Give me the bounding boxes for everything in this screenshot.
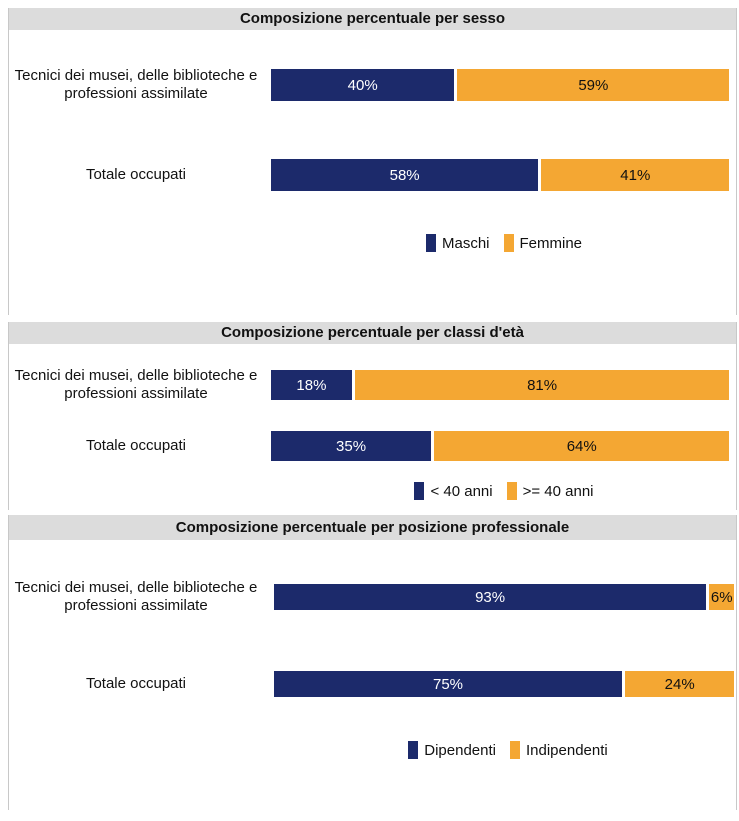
bar-segment: 93% <box>274 584 707 610</box>
category-label: Tecnici dei musei, delle biblioteche e p… <box>14 367 258 402</box>
bar-segment: 24% <box>625 671 735 697</box>
bar-segment: 64% <box>434 431 730 461</box>
bar-segment: 59% <box>457 69 730 101</box>
legend-swatch <box>509 741 520 759</box>
legend-swatch <box>425 234 436 252</box>
legend-label: >= 40 anni <box>522 482 594 500</box>
bar-segment: 75% <box>274 671 622 697</box>
chart-panel: Composizione percentuale per classi d'et… <box>8 322 737 510</box>
bar-segment: 58% <box>271 159 539 191</box>
legend: Dipendenti Indipendenti <box>274 740 739 760</box>
chart-panel: Composizione percentuale per sesso Tecnic… <box>8 8 737 315</box>
category-label: Totale occupati <box>85 675 187 692</box>
legend-swatch <box>503 234 514 252</box>
chart-title: Composizione percentuale per sesso <box>9 8 736 30</box>
legend-swatch <box>506 482 517 500</box>
bar-segment: 18% <box>271 370 352 400</box>
chart-title: Composizione percentuale per posizione p… <box>9 515 736 540</box>
legend-label: Femmine <box>519 234 583 252</box>
legend: Maschi Femmine <box>271 233 737 253</box>
chart-panel: Composizione percentuale per posizione p… <box>8 515 737 810</box>
category-label: Totale occupati <box>85 166 187 183</box>
legend-swatch <box>408 741 419 759</box>
chart-title: Composizione percentuale per classi d'et… <box>9 322 736 344</box>
category-label: Tecnici dei musei, delle biblioteche e p… <box>14 579 258 614</box>
category-label: Totale occupati <box>85 437 187 454</box>
bar-segment: 41% <box>541 159 730 191</box>
bar-segment: 81% <box>354 370 730 400</box>
bar-segment: 6% <box>709 584 735 610</box>
bar-segment: 40% <box>271 69 455 101</box>
legend-label: Indipendenti <box>525 741 608 759</box>
legend-label: Dipendenti <box>424 741 496 759</box>
legend-swatch <box>414 482 425 500</box>
legend-label: < 40 anni <box>430 482 493 500</box>
legend-label: Maschi <box>441 234 490 252</box>
category-label: Tecnici dei musei, delle biblioteche e p… <box>14 67 258 102</box>
bar-segment: 35% <box>271 431 432 461</box>
legend: < 40 anni >= 40 anni <box>271 481 737 501</box>
